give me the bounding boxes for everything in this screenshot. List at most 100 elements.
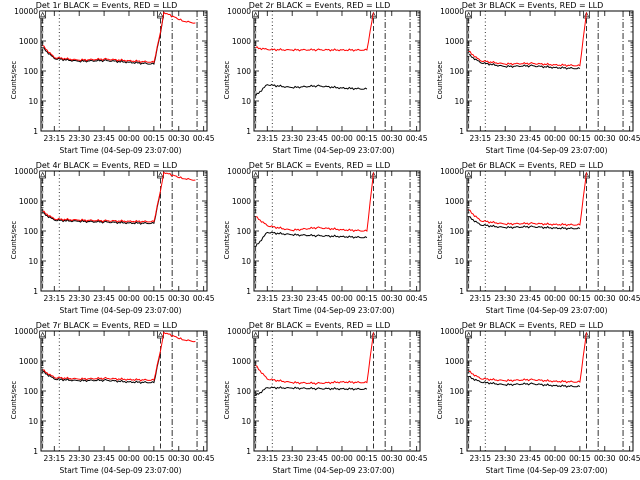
y-tick-label: 1 <box>246 287 251 296</box>
panel-plot: 1 10 100 1000 10000 23:15 23:30 23:45 00:00 00:15… <box>227 167 428 303</box>
y-tick-label: 10000 <box>440 327 464 336</box>
panel-plot: 1 10 100 1000 10000 23:15 23:30 23:45 00:00 00:15… <box>14 167 215 303</box>
x-tick-label: 00:00 <box>118 134 140 143</box>
y-tick-label: 10 <box>241 97 251 106</box>
y-tick-label: 10 <box>28 257 38 266</box>
x-axis-label: Start Time (04-Sep-09 23:07:00) <box>485 306 608 315</box>
x-tick-label: 23:45 <box>519 294 541 303</box>
plot-frame <box>40 170 208 292</box>
y-tick-label: 1 <box>246 127 251 136</box>
x-tick-label: 00:45 <box>193 294 215 303</box>
x-tick-label: 00:30 <box>381 454 403 463</box>
interval-marker-glyph <box>584 331 590 337</box>
y-axis-label: Counts/sec <box>223 380 231 420</box>
y-tick-label: 100 <box>450 387 465 396</box>
events-series-line <box>468 375 581 388</box>
y-tick-label: 1000 <box>445 197 464 206</box>
x-tick-label: 00:00 <box>331 294 353 303</box>
x-axis-label: Start Time (04-Sep-09 23:07:00) <box>59 466 182 475</box>
y-tick-label: 1000 <box>19 357 38 366</box>
y-tick-label: 1 <box>33 287 38 296</box>
panel-title: Det 7r BLACK = Events, RED = LLD <box>35 321 178 330</box>
y-tick-label: 1000 <box>232 357 251 366</box>
y-axis-label: Counts/sec <box>10 60 18 100</box>
panel-plot: 1 10 100 1000 10000 23:15 23:30 23:45 00:00 00:15… <box>227 7 428 143</box>
x-tick-label: 23:45 <box>519 454 541 463</box>
y-tick-label: 10000 <box>227 327 251 336</box>
x-axis-label: Start Time (04-Sep-09 23:07:00) <box>272 466 395 475</box>
x-tick-label: 00:30 <box>168 134 190 143</box>
y-tick-label: 10 <box>28 97 38 106</box>
events-series-line <box>42 351 161 384</box>
y-tick-label: 10 <box>454 417 464 426</box>
x-axis-label: Start Time (04-Sep-09 23:07:00) <box>59 306 182 315</box>
x-tick-label: 00:15 <box>143 134 165 143</box>
lld-series-line <box>468 332 587 384</box>
x-tick-label: 23:30 <box>68 294 90 303</box>
y-tick-label: 10 <box>28 417 38 426</box>
y-tick-label: 10 <box>454 257 464 266</box>
x-tick-label: 23:30 <box>494 294 516 303</box>
y-axis-label: Counts/sec <box>10 380 18 420</box>
x-tick-label: 00:00 <box>118 454 140 463</box>
interval-marker-box <box>252 330 260 339</box>
x-tick-label: 23:45 <box>306 294 328 303</box>
x-tick-label: 23:45 <box>306 454 328 463</box>
plot-frame <box>253 170 421 292</box>
plot-frame <box>466 170 634 292</box>
y-tick-label: 10 <box>241 417 251 426</box>
x-tick-label: 00:45 <box>406 454 428 463</box>
x-tick-label: 00:00 <box>544 454 566 463</box>
interval-marker-glyph <box>40 171 46 177</box>
lld-series-line <box>42 171 196 224</box>
interval-marker-box <box>465 170 473 179</box>
x-tick-label: 23:15 <box>469 454 491 463</box>
lld-series-line <box>468 172 587 227</box>
x-axis-label: Start Time (04-Sep-09 23:07:00) <box>272 306 395 315</box>
x-tick-label: 23:30 <box>494 454 516 463</box>
detector-panel: 1 10 100 1000 10000 23:15 23:30 23:45 00:00 00:15… <box>426 0 640 160</box>
interval-marker-box <box>39 330 47 339</box>
x-tick-label: 00:30 <box>594 454 616 463</box>
x-axis-label: Start Time (04-Sep-09 23:07:00) <box>272 146 395 155</box>
x-tick-label: 00:30 <box>381 134 403 143</box>
plot-frame <box>253 330 421 452</box>
x-tick-label: 00:00 <box>331 454 353 463</box>
x-tick-label: 00:30 <box>594 294 616 303</box>
y-tick-label: 10000 <box>14 327 38 336</box>
y-tick-label: 100 <box>450 67 465 76</box>
events-series-line <box>468 216 581 231</box>
x-tick-label: 00:30 <box>594 134 616 143</box>
y-axis-label: Counts/sec <box>223 220 231 260</box>
x-tick-label: 23:45 <box>306 134 328 143</box>
x-tick-label: 00:00 <box>118 294 140 303</box>
interval-marker-glyph <box>584 11 590 17</box>
x-axis-label: Start Time (04-Sep-09 23:07:00) <box>485 146 608 155</box>
y-tick-label: 1 <box>459 287 464 296</box>
x-tick-label: 00:15 <box>356 134 378 143</box>
detector-panel: 1 10 100 1000 10000 23:15 23:30 23:45 00:00 00:15… <box>426 160 640 320</box>
x-tick-label: 23:15 <box>256 134 278 143</box>
y-axis-label: Counts/sec <box>223 60 231 100</box>
y-tick-label: 10000 <box>440 7 464 16</box>
interval-marker-glyph <box>253 11 259 17</box>
x-tick-label: 23:30 <box>68 454 90 463</box>
x-tick-label: 00:15 <box>356 294 378 303</box>
x-tick-label: 00:00 <box>331 134 353 143</box>
panel-title: Det 3r BLACK = Events, RED = LLD <box>461 1 604 10</box>
x-tick-label: 23:15 <box>43 454 65 463</box>
x-axis-label: Start Time (04-Sep-09 23:07:00) <box>59 146 182 155</box>
events-series-line <box>468 54 581 70</box>
x-tick-label: 23:30 <box>281 294 303 303</box>
panel-title: Det 2r BLACK = Events, RED = LLD <box>248 1 391 10</box>
y-tick-label: 100 <box>24 227 39 236</box>
panel-plot: 1 10 100 1000 10000 23:15 23:30 23:45 00:00 00:15… <box>14 327 215 463</box>
y-tick-label: 10000 <box>227 167 251 176</box>
detector-panel: 1 10 100 1000 10000 23:15 23:30 23:45 00:00 00:15… <box>213 0 428 160</box>
events-series-line <box>42 191 161 225</box>
y-tick-label: 1 <box>246 447 251 456</box>
interval-marker-box <box>465 10 473 19</box>
y-tick-label: 1000 <box>19 37 38 46</box>
lld-series-line <box>255 12 374 52</box>
x-tick-label: 23:30 <box>494 134 516 143</box>
